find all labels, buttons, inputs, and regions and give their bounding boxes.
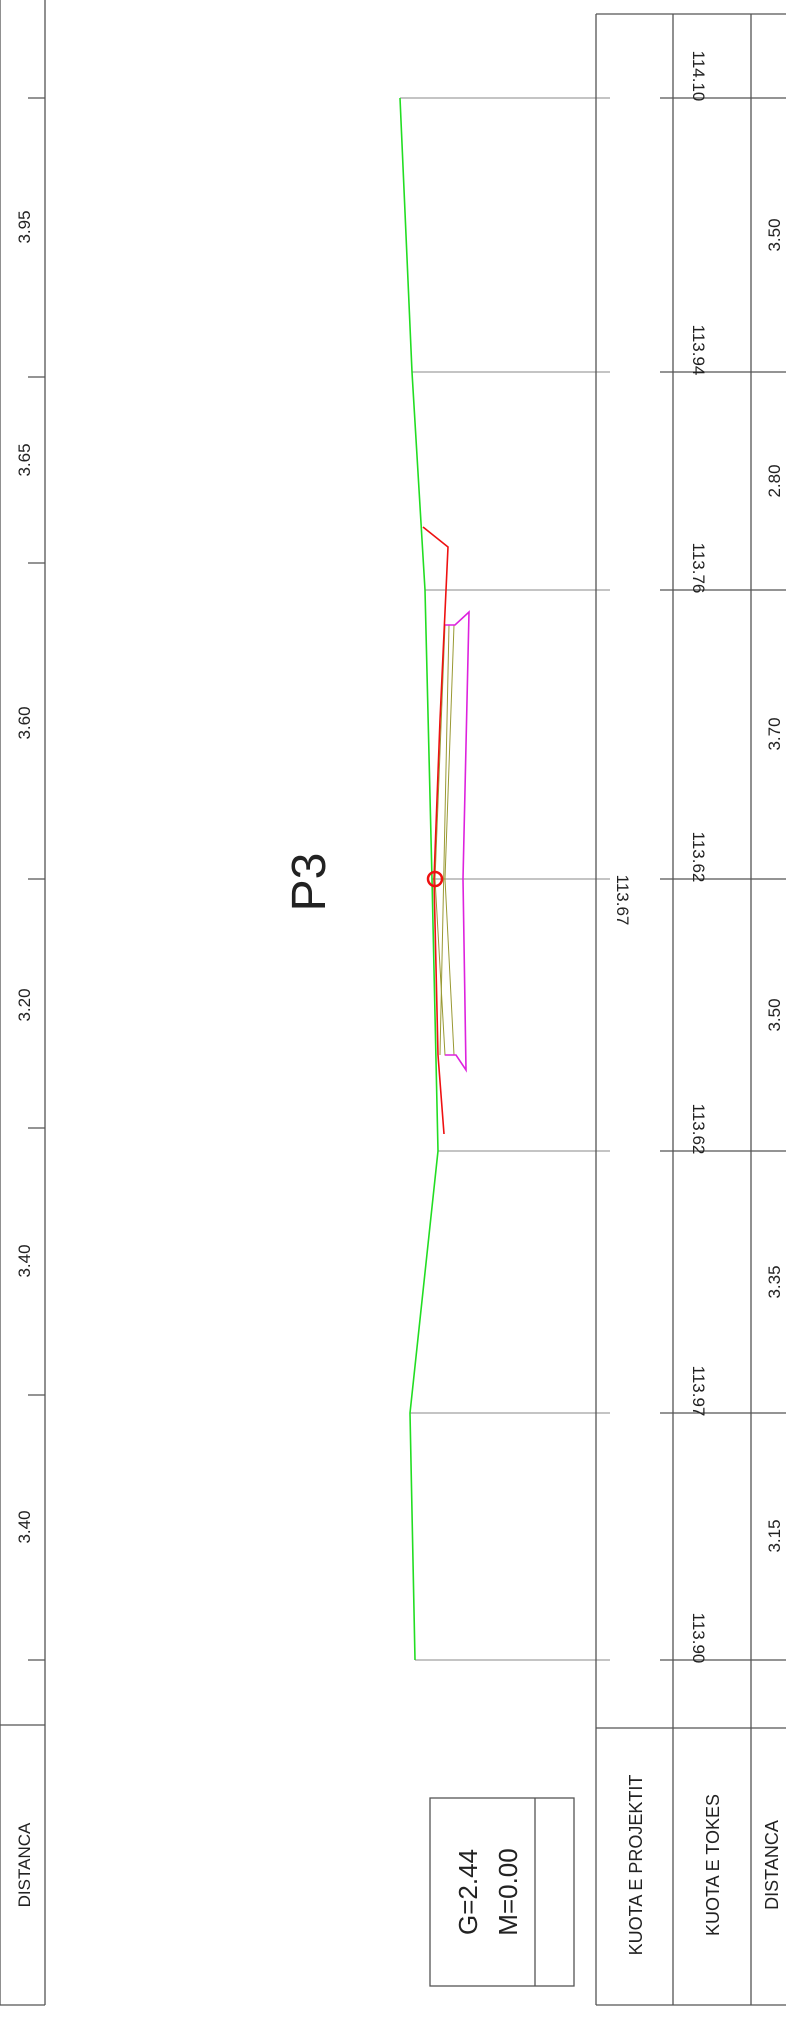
ground-elevation-value: 113.97 bbox=[689, 1366, 708, 1417]
row-label-kuota-tokes: KUOTA E TOKES bbox=[703, 1794, 723, 1936]
section-title: P3 bbox=[283, 853, 336, 912]
axis-marker bbox=[426, 870, 444, 888]
project-elevation-value: 113.67 bbox=[613, 875, 632, 926]
ground-elevation-value: 113.90 bbox=[689, 1613, 708, 1664]
top-strip-distance: 3.40 bbox=[15, 1510, 34, 1543]
terrain-line bbox=[399, 97, 439, 1661]
top-strip-distance: 3.60 bbox=[15, 706, 34, 739]
segment-distance-value: 3.35 bbox=[765, 1265, 784, 1298]
row-label-kuota-projektit: KUOTA E PROJEKTIT bbox=[626, 1775, 646, 1956]
table-ticks bbox=[660, 97, 786, 1661]
segment-distance-value: 3.70 bbox=[765, 717, 784, 750]
segment-distance-value: 2.80 bbox=[765, 464, 784, 497]
top-strip-distance: 3.40 bbox=[15, 1244, 34, 1277]
ground-elevation-value: 113.76 bbox=[689, 543, 708, 594]
ground-elevation-value: 113.94 bbox=[689, 325, 708, 376]
segment-distance-value: 3.50 bbox=[765, 998, 784, 1031]
ground-elevation-value: 113.62 bbox=[689, 832, 708, 883]
info-g-value: G=2.44 bbox=[453, 1849, 483, 1935]
row-label-distanca: DISTANCA bbox=[762, 1820, 782, 1910]
top-distance-strip bbox=[0, 0, 46, 2006]
top-strip-distance: 3.65 bbox=[15, 443, 34, 476]
station-grid-lines bbox=[400, 97, 610, 1661]
ground-elevation-value: 114.10 bbox=[689, 51, 708, 102]
top-strip-distance: 3.95 bbox=[15, 210, 34, 243]
top-strip-header: DISTANCA bbox=[15, 1822, 34, 1907]
ground-elevation-value: 113.62 bbox=[689, 1104, 708, 1155]
info-box bbox=[429, 1797, 575, 1987]
top-strip-distance: 3.20 bbox=[15, 988, 34, 1021]
segment-distance-value: 3.50 bbox=[765, 218, 784, 251]
info-m-value: M=0.00 bbox=[493, 1848, 523, 1935]
design-line bbox=[422, 526, 449, 1135]
profile-table bbox=[595, 13, 786, 2006]
segment-distance-value: 3.15 bbox=[765, 1519, 784, 1552]
structure-outline bbox=[445, 610, 470, 1073]
